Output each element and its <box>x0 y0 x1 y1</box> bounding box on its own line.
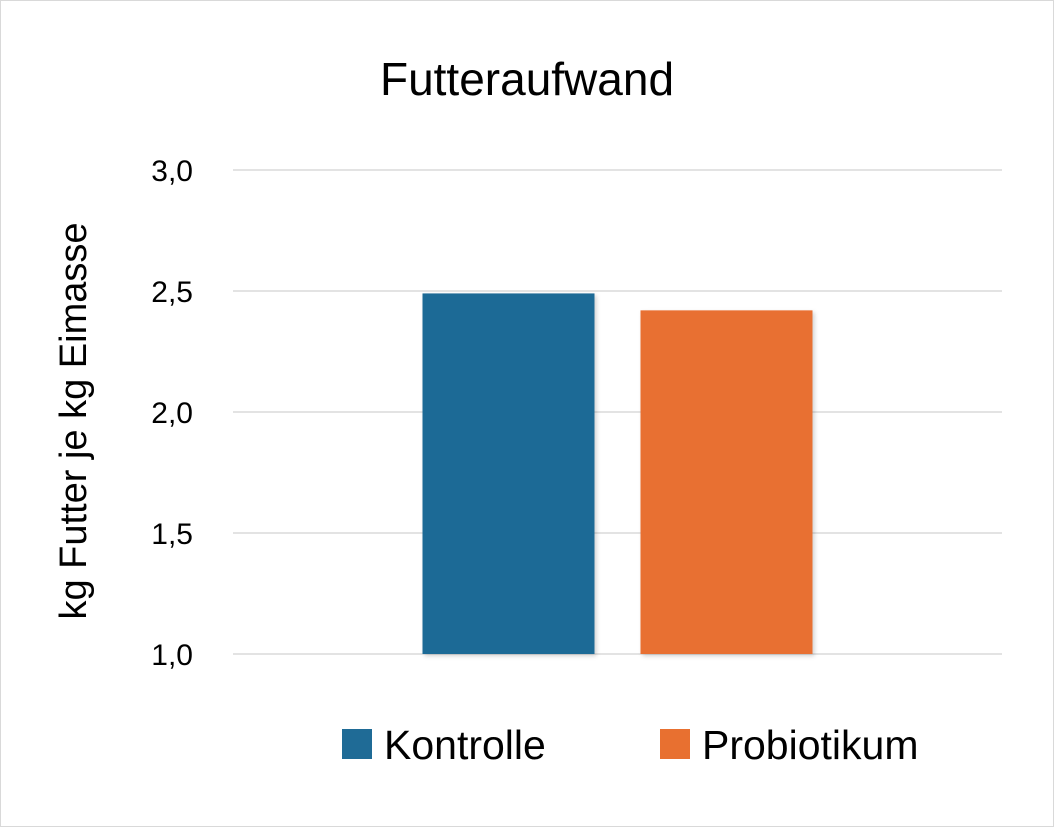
legend-label-probiotikum: Probiotikum <box>702 722 918 768</box>
legend-label-kontrolle: Kontrolle <box>384 722 546 768</box>
y-tick-label: 1,5 <box>151 518 193 551</box>
bar-kontrolle <box>422 293 595 654</box>
chart-title: Futteraufwand <box>380 53 674 105</box>
gridlines <box>233 169 1002 655</box>
y-tick-label: 2,5 <box>151 276 193 309</box>
y-tick-label: 1,0 <box>151 639 193 672</box>
legend-swatch-probiotikum <box>660 729 690 759</box>
legend-swatch-kontrolle <box>342 729 372 759</box>
legend: Kontrolle Probiotikum <box>342 722 918 768</box>
bar-probiotikum <box>640 310 813 654</box>
y-tick-label: 3,0 <box>151 155 193 188</box>
y-tick-label: 2,0 <box>151 397 193 430</box>
y-axis-ticks: 1,0 1,5 2,0 2,5 3,0 <box>151 155 193 672</box>
bars <box>422 293 813 654</box>
y-axis-label: kg Futter je kg Eimasse <box>53 222 95 619</box>
